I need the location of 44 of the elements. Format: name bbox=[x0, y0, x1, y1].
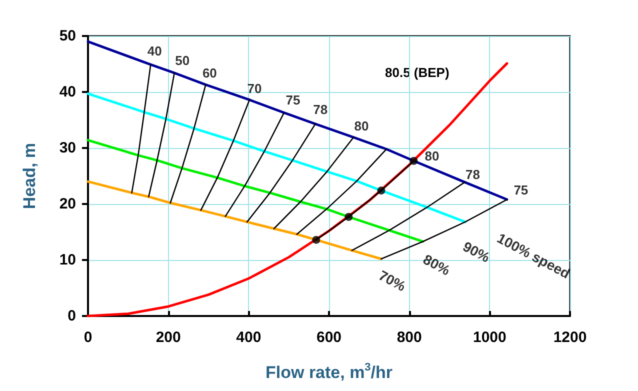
x-tick-label: 200 bbox=[156, 329, 181, 346]
line-series bbox=[148, 72, 176, 198]
annotation: 80 bbox=[424, 148, 440, 164]
line-series bbox=[200, 99, 250, 211]
y-tick-label: 20 bbox=[59, 196, 76, 212]
line-series bbox=[273, 136, 354, 230]
line-series bbox=[86, 92, 466, 224]
annotation: 60 bbox=[202, 66, 217, 81]
y-tick-label: 10 bbox=[59, 252, 76, 268]
annotation: 50 bbox=[175, 52, 190, 68]
annotation: 80% bbox=[420, 251, 454, 279]
line-series bbox=[86, 138, 424, 243]
line-series bbox=[86, 40, 508, 201]
annotation: 78 bbox=[466, 167, 480, 182]
annotation: 75 bbox=[514, 182, 528, 198]
annotation: 90% bbox=[460, 238, 494, 266]
line-series bbox=[170, 84, 206, 204]
x-tick-label: 0 bbox=[84, 329, 92, 346]
point bbox=[312, 236, 320, 244]
point bbox=[344, 212, 353, 221]
annotation: 70 bbox=[247, 80, 262, 96]
line-series bbox=[296, 148, 388, 235]
line-series bbox=[224, 112, 285, 217]
annotation: 70% bbox=[376, 267, 409, 295]
y-tick-label: 0 bbox=[68, 308, 76, 324]
annotation: 80.5 (BEP) bbox=[385, 65, 450, 80]
x-tick-label: 1000 bbox=[472, 329, 506, 346]
x-tick-label: 800 bbox=[396, 329, 422, 346]
annotation: 75 bbox=[286, 92, 300, 108]
y-tick-label: 30 bbox=[59, 140, 76, 156]
point bbox=[377, 186, 386, 195]
annotation: 80 bbox=[354, 118, 369, 134]
annotation: 78 bbox=[313, 102, 328, 117]
point bbox=[410, 156, 418, 165]
x-tick-label: 400 bbox=[236, 329, 262, 346]
line-series bbox=[86, 180, 382, 260]
y-tick-label: 50 bbox=[59, 28, 76, 44]
x-tick-label: 600 bbox=[316, 329, 342, 346]
x-tick-label: 1200 bbox=[553, 329, 587, 346]
line-series bbox=[246, 123, 316, 223]
line-series bbox=[131, 64, 152, 194]
y-tick-label: 40 bbox=[59, 84, 76, 100]
y-axis-title: Head, m bbox=[20, 142, 39, 210]
annotation: 40 bbox=[147, 44, 162, 59]
